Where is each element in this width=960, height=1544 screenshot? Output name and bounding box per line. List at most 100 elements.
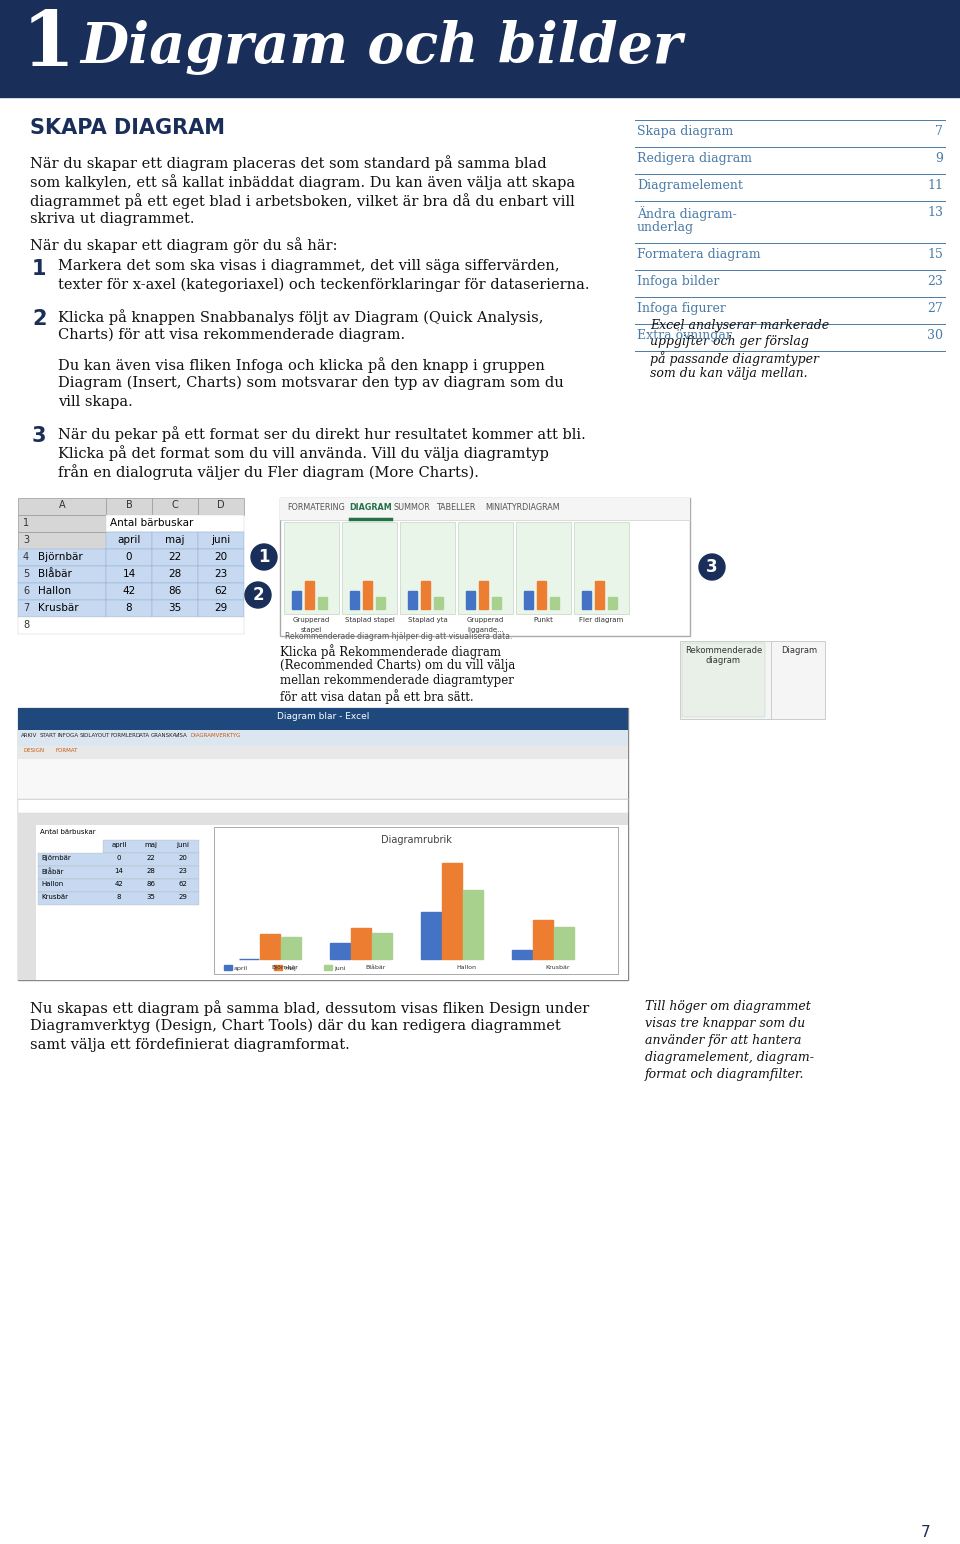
Text: Staplad yta: Staplad yta (408, 618, 447, 622)
Bar (342, 522, 397, 615)
Text: Diagram och bilder: Diagram och bilder (80, 20, 683, 76)
Text: Hallon: Hallon (457, 965, 476, 970)
Text: C: C (172, 500, 179, 510)
Bar (198, 533, 244, 550)
Text: diagramelement, diagram-: diagramelement, diagram- (645, 1051, 814, 1064)
Text: underlag: underlag (637, 221, 694, 235)
Text: DIAGRAMVERKTYG: DIAGRAMVERKTYG (191, 733, 241, 738)
Text: 8: 8 (117, 894, 121, 900)
Text: 7: 7 (23, 604, 29, 613)
Text: 13: 13 (927, 205, 943, 219)
Bar (550, 598, 559, 608)
Text: Diagram (Insert, Charts) som motsvarar den typ av diagram som du: Diagram (Insert, Charts) som motsvarar d… (58, 377, 564, 391)
Bar (152, 533, 198, 550)
Text: SIDLAYOUT: SIDLAYOUT (80, 733, 110, 738)
Bar (38, 852, 199, 866)
Text: B: B (126, 500, 132, 510)
Bar (421, 913, 441, 959)
Bar (106, 584, 152, 601)
Bar (18, 814, 628, 824)
Bar (682, 642, 765, 716)
Bar (442, 863, 462, 959)
Bar (152, 499, 198, 516)
Bar (38, 866, 199, 879)
Bar (103, 840, 199, 852)
Bar (18, 709, 628, 730)
Circle shape (251, 543, 277, 570)
Text: på passande diagramtyper: på passande diagramtyper (650, 350, 819, 366)
Text: 23: 23 (179, 868, 187, 874)
Text: 35: 35 (168, 604, 181, 613)
Text: 62: 62 (214, 587, 228, 596)
Bar (18, 516, 106, 533)
Text: 86: 86 (168, 587, 181, 596)
Bar (18, 798, 628, 814)
Bar (305, 581, 314, 608)
Text: Diagramelement: Diagramelement (637, 179, 743, 191)
Bar (280, 499, 690, 520)
Text: 1: 1 (32, 259, 46, 279)
Text: Ändra diagram-: Ändra diagram- (637, 205, 736, 221)
Text: D: D (217, 500, 225, 510)
Text: 8: 8 (23, 621, 29, 630)
Bar (18, 760, 628, 798)
Bar (463, 889, 483, 959)
Bar (18, 601, 106, 618)
Text: 1: 1 (22, 8, 75, 82)
Text: Excel analyserar markerade: Excel analyserar markerade (650, 320, 829, 332)
Bar (18, 730, 628, 746)
Text: 28: 28 (168, 570, 181, 579)
Text: Charts) för att visa rekommenderade diagram.: Charts) för att visa rekommenderade diag… (58, 327, 405, 343)
Text: TABELLER: TABELLER (436, 503, 476, 513)
Text: Blåbär: Blåbär (38, 570, 72, 579)
Text: 23: 23 (927, 275, 943, 289)
Text: 20: 20 (214, 553, 228, 562)
Text: maj: maj (145, 841, 157, 848)
Bar (18, 814, 628, 980)
Text: för att visa datan på ett bra sätt.: för att visa datan på ett bra sätt. (280, 689, 473, 704)
Bar (106, 567, 152, 584)
Bar (537, 581, 546, 608)
Text: Blåbär: Blåbär (366, 965, 386, 970)
Bar (458, 522, 513, 615)
Text: När du pekar på ett format ser du direkt hur resultatet kommer att bli.: När du pekar på ett format ser du direkt… (58, 426, 586, 442)
Bar (106, 499, 152, 516)
Text: maj: maj (165, 536, 184, 545)
Text: VISA: VISA (176, 733, 188, 738)
Bar (18, 709, 628, 980)
Circle shape (699, 554, 725, 581)
Text: Diagram: Diagram (780, 645, 817, 655)
Text: diagrammet på ett eget blad i arbetsboken, vilket är bra då du enbart vill: diagrammet på ett eget blad i arbetsboke… (30, 193, 575, 208)
Text: 35: 35 (147, 894, 156, 900)
Bar (106, 550, 152, 567)
Text: Björnbär: Björnbär (271, 965, 298, 970)
Text: Formatera diagram: Formatera diagram (637, 249, 760, 261)
Text: som du kan välja mellan.: som du kan välja mellan. (650, 367, 807, 380)
Text: 15: 15 (927, 249, 943, 261)
Bar (18, 618, 244, 635)
Bar (608, 598, 617, 608)
Text: stapel: stapel (300, 627, 323, 633)
Bar (595, 581, 604, 608)
Bar (376, 598, 385, 608)
Text: Staplad stapel: Staplad stapel (345, 618, 395, 622)
Bar (198, 567, 244, 584)
Text: 11: 11 (927, 179, 943, 191)
Text: När du skapar ett diagram gör du så här:: När du skapar ett diagram gör du så här: (30, 236, 338, 253)
Text: 28: 28 (147, 868, 156, 874)
Text: 7: 7 (921, 1525, 930, 1539)
Text: Skapa diagram: Skapa diagram (637, 125, 733, 137)
Text: Björnbär: Björnbär (41, 855, 71, 862)
Text: Infoga figurer: Infoga figurer (637, 303, 726, 315)
Text: juni: juni (334, 967, 346, 971)
Text: 1: 1 (23, 517, 29, 528)
Text: START: START (39, 733, 57, 738)
Text: Diagramverktyg (Design, Chart Tools) där du kan redigera diagrammet: Diagramverktyg (Design, Chart Tools) där… (30, 1019, 561, 1033)
Bar (466, 591, 475, 608)
Text: GRANSKA: GRANSKA (151, 733, 177, 738)
Text: Infoga bilder: Infoga bilder (637, 275, 719, 289)
Bar (492, 598, 501, 608)
Text: visas tre knappar som du: visas tre knappar som du (645, 1017, 805, 1030)
Text: Punkt: Punkt (534, 618, 553, 622)
Text: 23: 23 (214, 570, 228, 579)
